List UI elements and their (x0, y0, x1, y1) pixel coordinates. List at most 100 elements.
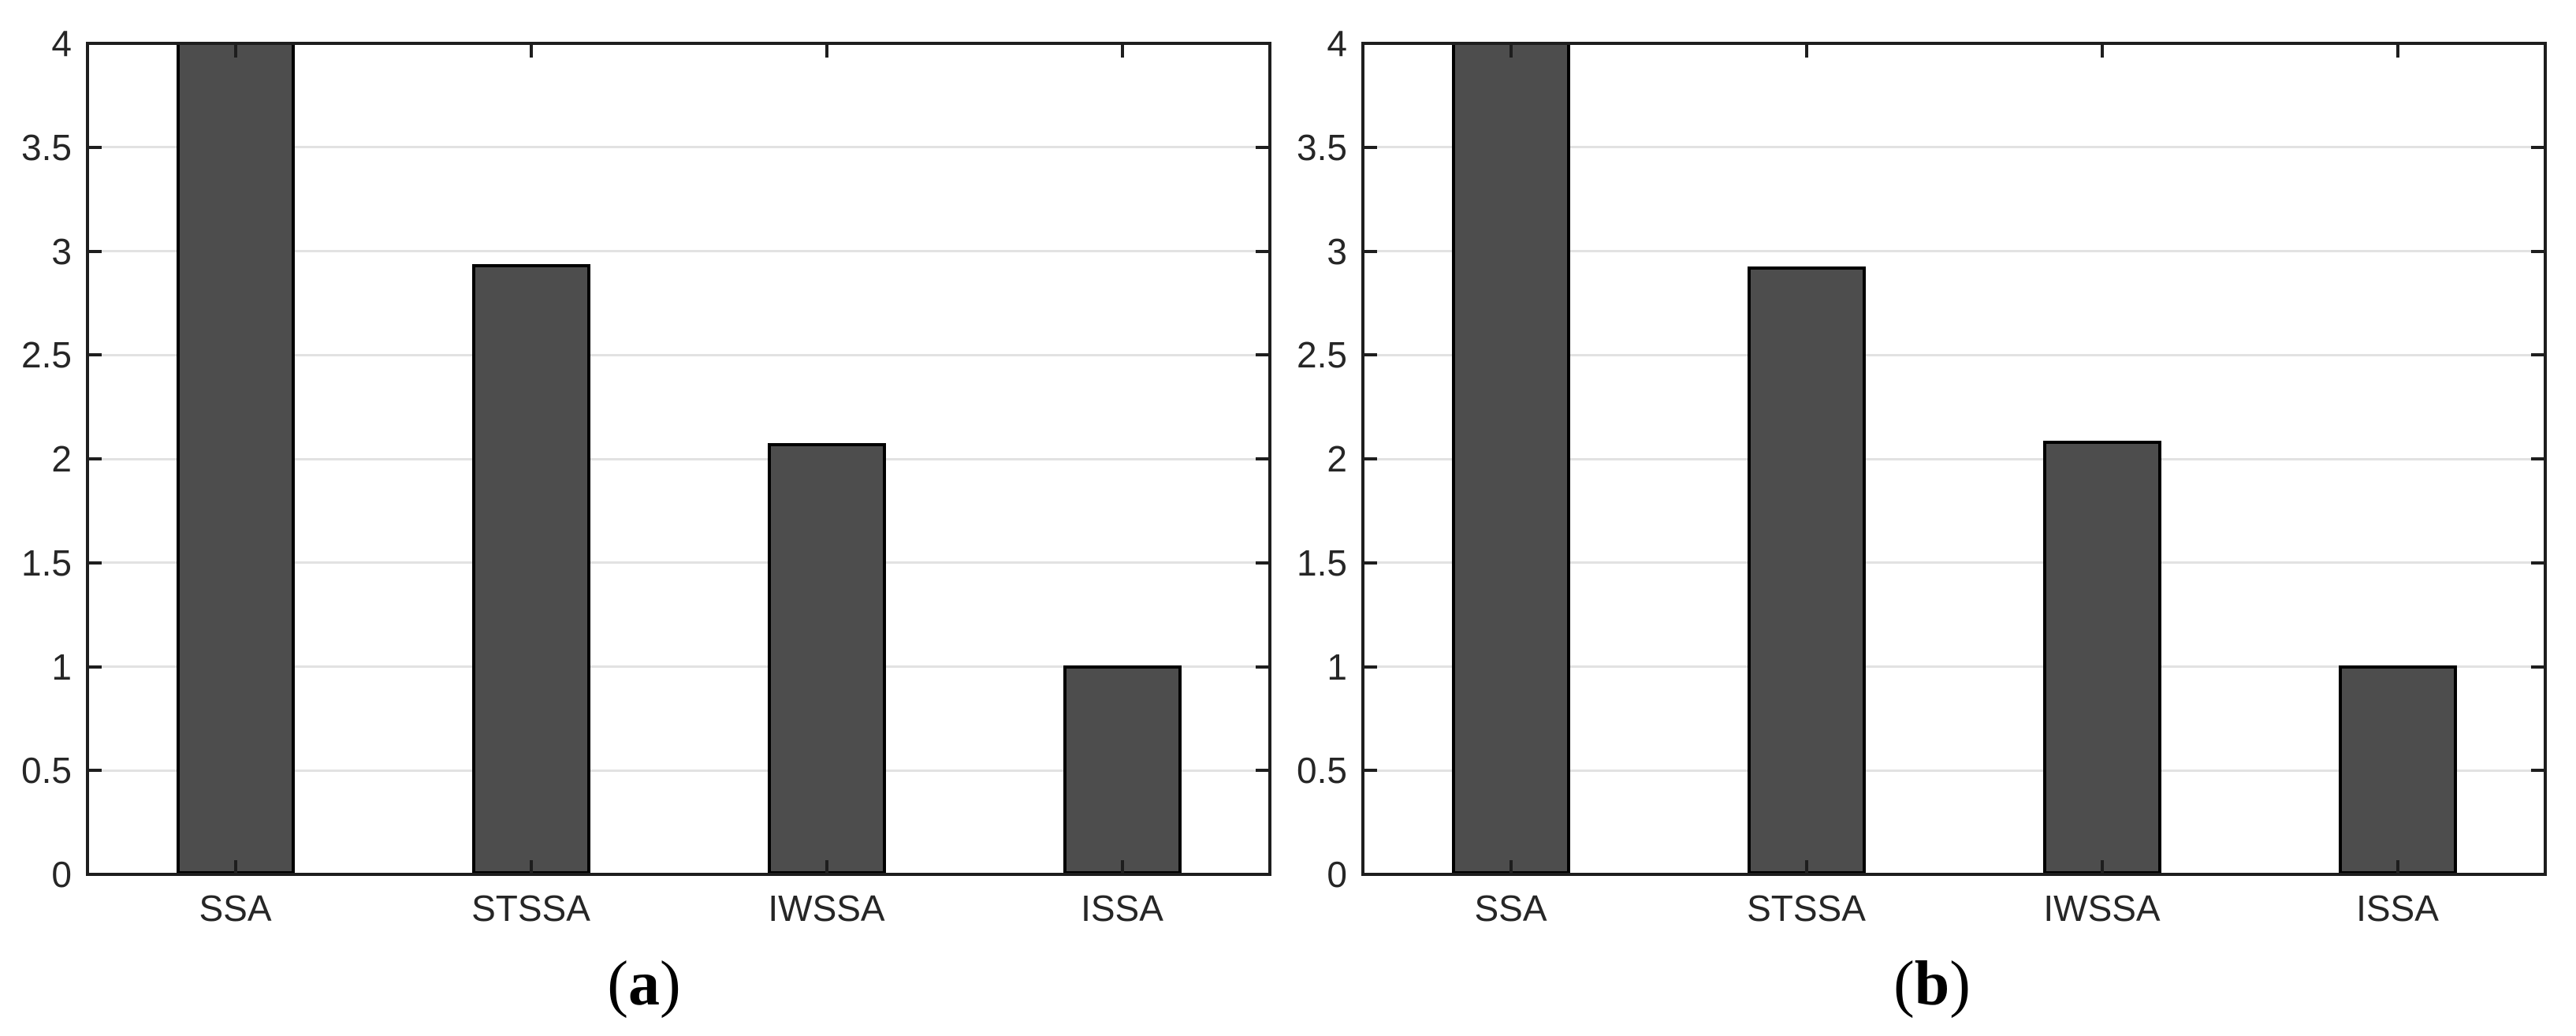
y-tick-right (1256, 353, 1270, 357)
x-axis-label-ssa: SSA (199, 888, 272, 929)
x-tick-top (1804, 43, 1808, 58)
x-tick-top (233, 43, 237, 58)
y-gridline (89, 146, 1268, 149)
y-axis-tick-label: 2.5 (1297, 334, 1347, 376)
y-axis-tick-label: 1.5 (1297, 542, 1347, 583)
caption-close-paren: ) (660, 949, 681, 1019)
y-axis-tick-label: 0 (51, 854, 72, 895)
x-axis-label-stssa: STSSA (1747, 888, 1866, 929)
y-axis-tick-label: 1.5 (21, 542, 72, 583)
y-gridline (89, 561, 1268, 565)
y-tick-right (2531, 249, 2545, 253)
y-tick-left (1363, 457, 1377, 460)
y-tick-right (1256, 561, 1270, 565)
y-tick-left (1363, 665, 1377, 669)
y-gridline (1364, 353, 2544, 356)
y-axis-tick-label: 2 (1327, 438, 1347, 479)
y-tick-left (1363, 769, 1377, 773)
bar-ssa (176, 42, 295, 874)
y-axis-tick-label: 0.5 (21, 750, 72, 792)
x-tick-top (2100, 43, 2104, 58)
y-axis-tick-label: 4 (1327, 23, 1347, 64)
y-axis-tick-label: 4 (51, 23, 72, 64)
bar-stssa (471, 263, 590, 874)
y-tick-left (1363, 353, 1377, 357)
y-tick-right (1256, 145, 1270, 149)
caption-letter: b (1914, 949, 1950, 1019)
y-gridline (89, 250, 1268, 252)
y-tick-right (2531, 665, 2545, 669)
y-axis-tick-label: 0 (1327, 854, 1347, 895)
y-axis-tick-label: 1 (51, 646, 72, 688)
x-tick-top (529, 43, 533, 58)
y-gridline (1364, 250, 2544, 252)
y-gridline (1364, 769, 2544, 772)
y-tick-right (1256, 249, 1270, 253)
y-axis-tick-label: 3 (1327, 230, 1347, 272)
x-axis-label-iwssa: IWSSA (768, 888, 885, 929)
y-gridline (1364, 457, 2544, 460)
y-gridline (1364, 561, 2544, 565)
caption-open-paren: ( (607, 949, 628, 1019)
x-tick-bottom (1509, 860, 1513, 874)
panel-caption: (a) (486, 946, 802, 1022)
y-tick-left (87, 145, 102, 149)
y-tick-right (2531, 769, 2545, 773)
x-axis-label-ssa: SSA (1474, 888, 1547, 929)
x-axis-label-issa: ISSA (1081, 888, 1163, 929)
y-axis-tick-label: 1 (1327, 646, 1347, 688)
bar-ssa (1451, 42, 1570, 874)
y-gridline (89, 457, 1268, 460)
y-tick-left (87, 561, 102, 565)
bar-iwssa (2042, 440, 2161, 874)
x-tick-bottom (1120, 860, 1124, 874)
x-tick-top (825, 43, 828, 58)
bar-stssa (1747, 266, 1866, 874)
y-tick-left (1363, 561, 1377, 565)
y-tick-right (2531, 353, 2545, 357)
y-gridline (89, 769, 1268, 772)
x-tick-bottom (529, 860, 533, 874)
y-axis-tick-label: 3.5 (1297, 126, 1347, 168)
y-tick-left (1363, 249, 1377, 253)
bar-iwssa (767, 442, 886, 874)
y-tick-left (87, 665, 102, 669)
y-tick-left (87, 457, 102, 460)
y-gridline (89, 665, 1268, 668)
y-gridline (89, 353, 1268, 356)
y-tick-left (87, 769, 102, 773)
y-tick-right (1256, 769, 1270, 773)
y-tick-left (1363, 145, 1377, 149)
caption-close-paren: ) (1949, 949, 1971, 1019)
y-gridline (1364, 665, 2544, 668)
x-axis-label-issa: ISSA (2356, 888, 2439, 929)
x-tick-bottom (1804, 860, 1808, 874)
y-tick-right (2531, 145, 2545, 149)
y-axis-tick-label: 0.5 (1297, 750, 1347, 792)
y-tick-right (1256, 665, 1270, 669)
y-tick-right (1256, 457, 1270, 460)
y-axis-tick-label: 2.5 (21, 334, 72, 376)
x-tick-bottom (825, 860, 828, 874)
x-tick-top (1509, 43, 1513, 58)
x-axis-label-iwssa: IWSSA (2043, 888, 2161, 929)
y-axis-tick-label: 3.5 (21, 126, 72, 168)
y-axis-tick-label: 3 (51, 230, 72, 272)
caption-open-paren: ( (1893, 949, 1915, 1019)
y-gridline (1364, 146, 2544, 149)
bar-issa (2338, 665, 2457, 874)
x-tick-top (1120, 43, 1124, 58)
y-tick-right (2531, 457, 2545, 460)
x-axis-label-stssa: STSSA (471, 888, 590, 929)
x-tick-bottom (233, 860, 237, 874)
y-tick-left (87, 353, 102, 357)
caption-letter: a (628, 949, 660, 1019)
x-tick-bottom (2100, 860, 2104, 874)
bar-issa (1063, 665, 1182, 874)
x-tick-bottom (2395, 860, 2399, 874)
y-axis-tick-label: 2 (51, 438, 72, 479)
x-tick-top (2395, 43, 2399, 58)
